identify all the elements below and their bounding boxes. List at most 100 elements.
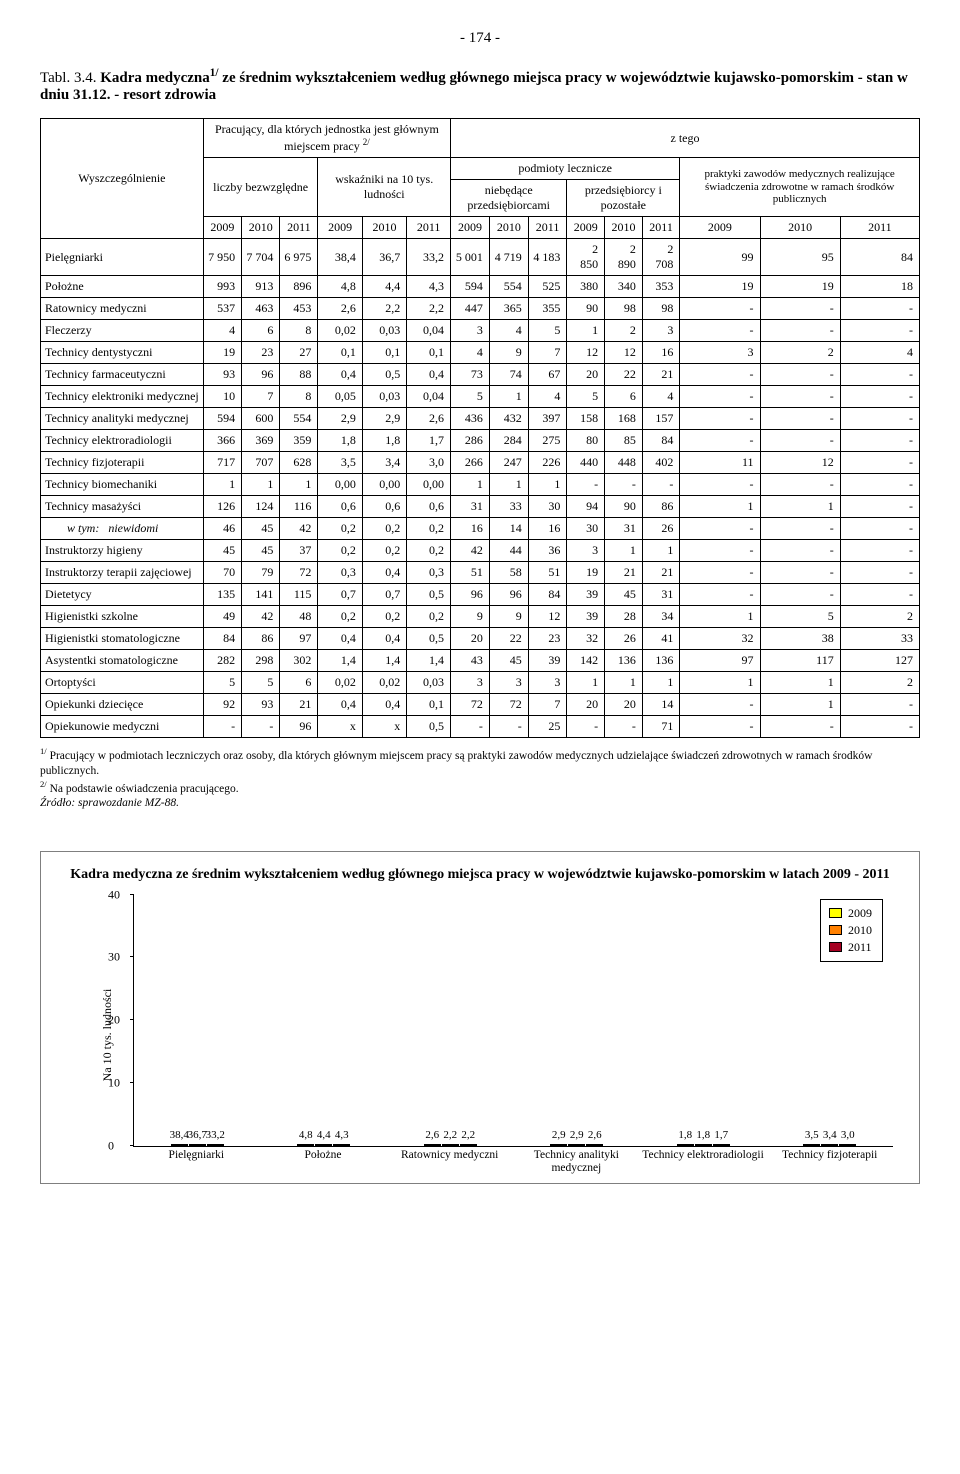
chart-bar: 3,4 [821,1144,838,1146]
table-cell: 0,2 [318,606,362,628]
table-cell: 353 [642,276,679,298]
table-cell: 355 [528,298,567,320]
table-cell: 1 [680,606,760,628]
table-cell: 284 [489,430,528,452]
y-axis-label: Na 10 tys. ludności [100,988,115,1081]
row-label: Ortoptyści [41,672,204,694]
table-cell: 1 [760,694,840,716]
table-cell: 4 [528,386,567,408]
table-cell: 45 [605,584,643,606]
bar-value-label: 2,2 [443,1129,457,1141]
table-cell: 37 [280,540,318,562]
table-cell: 3 [528,672,567,694]
table-cell: - [680,408,760,430]
table-cell: 8 [280,320,318,342]
table-cell: 2,2 [362,298,406,320]
table-cell: 46 [203,518,241,540]
table-cell: 38 [760,628,840,650]
chart-area: Na 10 tys. ludności 38,436,733,24,84,44,… [105,895,893,1175]
legend-item: 2009 [829,906,872,921]
table-cell: 0,5 [407,584,451,606]
table-cell: - [680,298,760,320]
chart-bar: 2,2 [460,1144,477,1146]
table-cell: 117 [760,650,840,672]
table-cell: 1,8 [362,430,406,452]
table-cell: 0,2 [407,606,451,628]
table-cell: - [840,496,919,518]
table-cell: 8 [280,386,318,408]
table-cell: 136 [605,650,643,672]
table-cell: 0,2 [318,518,362,540]
table-cell: 0,6 [407,496,451,518]
table-cell: - [680,562,760,584]
bar-group: 2,92,92,6 [514,1144,641,1146]
table-cell: 1 [680,496,760,518]
table-cell: - [760,474,840,496]
table-cell: - [840,408,919,430]
bar-group: 4,84,44,3 [261,1144,388,1146]
table-cell: - [760,562,840,584]
table-cell: 463 [242,298,280,320]
table-cell: 4 [840,342,919,364]
table-cell: 32 [680,628,760,650]
table-cell: x [318,716,362,738]
table-cell: 158 [567,408,605,430]
table-cell: 4 719 [489,239,528,276]
table-cell: 18 [840,276,919,298]
table-cell: - [840,716,919,738]
table-cell: 3 [489,672,528,694]
x-axis-label: Pielęgniarki [133,1147,260,1175]
table-cell: 93 [203,364,241,386]
y-tick-label: 20 [108,1013,120,1028]
table-cell: - [840,474,919,496]
table-cell: 1 [489,386,528,408]
table-cell: 93 [242,694,280,716]
table-cell: 12 [528,606,567,628]
table-cell: 554 [489,276,528,298]
footnote-1: Pracujący w podmiotach leczniczych oraz … [40,750,872,777]
table-cell: 1,7 [407,430,451,452]
footnote-1-sup: 1/ [40,746,47,756]
table-cell: 21 [642,364,679,386]
bar-value-label: 3,5 [805,1129,819,1141]
chart-bar: 4,3 [333,1144,350,1146]
table-cell: 282 [203,650,241,672]
y-tick-label: 40 [108,887,120,902]
bar-value-label: 2,6 [425,1129,439,1141]
x-axis-label: Położne [260,1147,387,1175]
table-cell: 525 [528,276,567,298]
table-cell: 1 [760,496,840,518]
title-sup: 1/ [210,67,219,79]
bar-group: 38,436,733,2 [134,1144,261,1146]
table-cell: - [840,518,919,540]
table-cell: 2,2 [407,298,451,320]
bar-value-label: 3,0 [841,1129,855,1141]
table-cell: 1 [280,474,318,496]
table-cell: 42 [242,606,280,628]
table-cell: 43 [451,650,490,672]
table-cell: 32 [567,628,605,650]
legend-label: 2009 [848,906,872,921]
table-cell: 141 [242,584,280,606]
table-cell: 4 183 [528,239,567,276]
table-cell: 19 [567,562,605,584]
chart-bar: 3,5 [803,1144,820,1146]
chart-bar: 1,8 [695,1144,712,1146]
row-label: Technicy biomechaniki [41,474,204,496]
table-cell: 42 [280,518,318,540]
table-cell: - [567,474,605,496]
table-cell: 168 [605,408,643,430]
table-cell: 4 [642,386,679,408]
table-cell: 266 [451,452,490,474]
bar-value-label: 2,2 [461,1129,475,1141]
bar-group: 1,81,81,7 [640,1144,767,1146]
table-cell: 97 [280,628,318,650]
table-cell: 72 [451,694,490,716]
table-cell: 7 [242,386,280,408]
footnote-2-sup: 2/ [40,779,47,789]
table-cell: - [680,386,760,408]
table-cell: 6 975 [280,239,318,276]
table-cell: 92 [203,694,241,716]
table-cell: - [680,694,760,716]
table-cell: 0,02 [318,320,362,342]
